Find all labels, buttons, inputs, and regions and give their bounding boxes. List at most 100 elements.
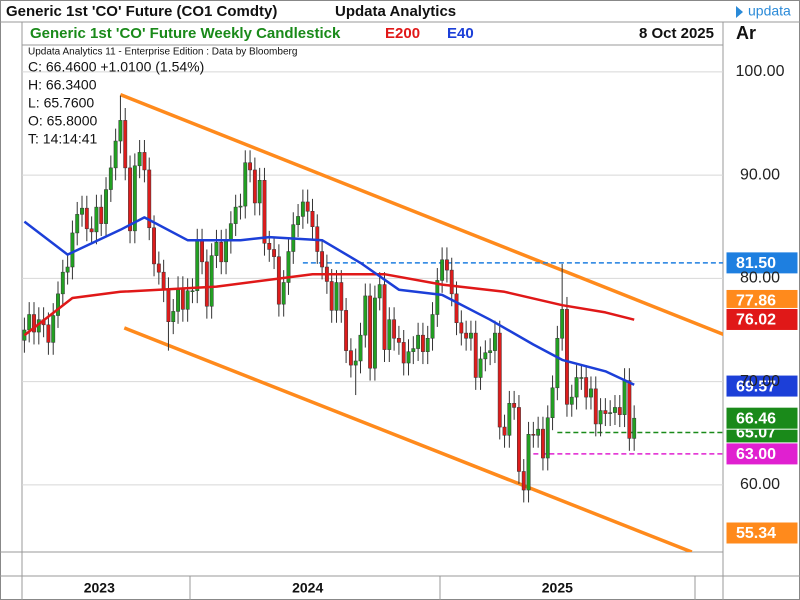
candle-body [459, 322, 464, 334]
candle-body [84, 207, 89, 230]
candle-body [276, 256, 281, 305]
price-label: 77.86 [736, 293, 776, 310]
candle-body [569, 396, 574, 405]
y-tick-label: 60.00 [740, 476, 780, 493]
candle-body [425, 338, 430, 352]
candle-body [396, 338, 401, 343]
candle-body [137, 152, 142, 167]
candle-body [512, 403, 517, 408]
candle-body [584, 377, 589, 398]
candle-body [104, 189, 108, 224]
candle-body [224, 240, 228, 263]
candle-body [80, 207, 84, 215]
channel-line [119, 92, 723, 337]
candle-body [243, 162, 248, 207]
candle-body [94, 206, 99, 233]
candle-body [27, 314, 32, 331]
candle-body [204, 261, 209, 307]
candle-body [526, 434, 531, 491]
channel-line [123, 326, 693, 552]
candle-body [622, 380, 627, 415]
candle-body [286, 251, 291, 283]
plot [22, 71, 723, 552]
candle-body [560, 309, 565, 339]
candle-body [464, 332, 469, 339]
candle-body [219, 241, 224, 263]
info-line: H: 66.3400 [28, 77, 97, 93]
candle-body [536, 428, 541, 436]
legend-label: E40 [447, 25, 474, 42]
candle-body [478, 358, 483, 378]
candle-body [156, 263, 161, 273]
candle-body [531, 434, 536, 436]
candle-body [46, 324, 51, 343]
logo-icon [736, 6, 743, 18]
candle-body [89, 228, 94, 233]
candle-body [209, 255, 214, 307]
candle-body [387, 319, 392, 350]
candle-body [603, 410, 608, 414]
candle-body [401, 342, 406, 364]
candle-body [483, 352, 488, 360]
candle-body [392, 319, 397, 339]
candle-body [589, 388, 593, 398]
ma-line [23, 272, 635, 337]
candle-body [70, 232, 75, 268]
candle-body [305, 201, 310, 212]
candle-body [329, 281, 334, 311]
candle-body [541, 428, 545, 459]
candle-body [627, 380, 632, 439]
price-label-box [725, 521, 799, 545]
candle-body [339, 282, 344, 311]
info-line: O: 65.8000 [28, 113, 97, 129]
candle-body [617, 407, 622, 415]
candle-body [310, 210, 315, 227]
logo: updata [748, 3, 791, 19]
candle-body [444, 259, 449, 271]
candle-body [440, 259, 445, 281]
candle-body [185, 290, 190, 310]
candle-body [233, 206, 238, 224]
price-label-box [725, 251, 799, 275]
candle-body [406, 351, 411, 364]
candle-body [507, 403, 512, 436]
candle-body [473, 332, 478, 378]
candle-body [497, 332, 502, 428]
info-line: C: 66.4600 +1.0100 (1.54%) [28, 59, 204, 75]
candle-body [200, 240, 204, 263]
candle-body [281, 282, 286, 305]
candle-body [493, 332, 497, 351]
price-label: 66.46 [736, 410, 776, 427]
candle-body [214, 241, 219, 256]
candle-body [252, 169, 257, 204]
candle-body [334, 282, 339, 311]
candle-body [320, 251, 325, 268]
candle-body [238, 205, 243, 208]
candle-body [411, 348, 416, 352]
candle-body [272, 249, 277, 257]
subtitle: Generic 1st 'CO' Future Weekly Candlesti… [30, 25, 341, 42]
candle-body [598, 410, 603, 425]
price-label-box [725, 307, 799, 331]
candle-body [613, 407, 617, 413]
candle-body [180, 288, 185, 310]
candle-body [550, 387, 555, 419]
info-line: Updata Analytics 11 - Enterprise Edition… [28, 47, 297, 58]
candle-body [32, 314, 36, 333]
candle-body [118, 120, 123, 142]
candle-body [123, 120, 128, 169]
y-tick-label: 70.00 [740, 373, 780, 390]
price-label: 81.50 [736, 255, 776, 272]
candle-body [296, 216, 301, 225]
candle-body [176, 288, 180, 312]
info-line: T: 14:14:41 [28, 131, 97, 147]
candle-body [574, 377, 579, 398]
candle-body [368, 295, 373, 369]
candle-body [344, 310, 349, 351]
price-label: 63.00 [736, 446, 776, 463]
info-line: L: 65.7600 [28, 95, 94, 111]
candle-body [51, 315, 56, 343]
